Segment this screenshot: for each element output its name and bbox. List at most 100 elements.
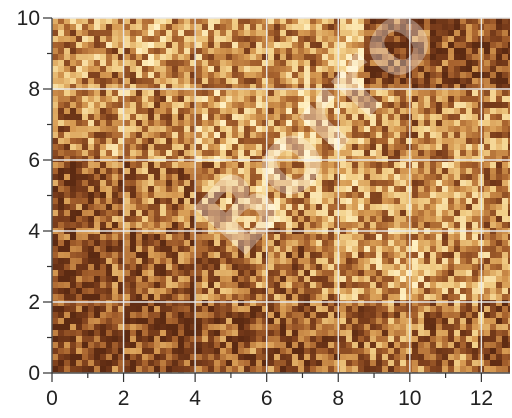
heatmap-cell — [412, 84, 418, 90]
heatmap-cell — [232, 72, 238, 78]
heatmap-cell — [436, 48, 442, 54]
heatmap-cell — [262, 156, 268, 162]
heatmap-cell — [472, 324, 478, 330]
heatmap-cell — [76, 66, 82, 72]
heatmap-cell — [412, 342, 418, 348]
heatmap-cell — [502, 348, 508, 354]
heatmap-cell — [352, 312, 358, 318]
heatmap-cell — [286, 120, 292, 126]
heatmap-cell — [244, 42, 250, 48]
heatmap-cell — [232, 42, 238, 48]
heatmap-cell — [394, 138, 400, 144]
heatmap-cell — [100, 36, 106, 42]
heatmap-cell — [364, 36, 370, 42]
heatmap-cell — [262, 300, 268, 306]
heatmap-cell — [238, 138, 244, 144]
heatmap-cell — [196, 204, 202, 210]
heatmap-cell — [370, 336, 376, 342]
heatmap-cell — [364, 198, 370, 204]
heatmap-cell — [262, 354, 268, 360]
heatmap-cell — [376, 84, 382, 90]
heatmap-cell — [364, 24, 370, 30]
heatmap-cell — [70, 60, 76, 66]
heatmap-cell — [166, 78, 172, 84]
heatmap-cell — [484, 270, 490, 276]
heatmap-cell — [280, 252, 286, 258]
heatmap-cell — [358, 216, 364, 222]
heatmap-cell — [394, 54, 400, 60]
heatmap-cell — [406, 348, 412, 354]
heatmap-cell — [484, 18, 490, 24]
heatmap-cell — [130, 144, 136, 150]
heatmap-cell — [70, 312, 76, 318]
heatmap-cell — [448, 78, 454, 84]
heatmap-cell — [232, 30, 238, 36]
heatmap-cell — [286, 84, 292, 90]
heatmap-cell — [76, 324, 82, 330]
heatmap-cell — [406, 282, 412, 288]
heatmap-cell — [214, 306, 220, 312]
heatmap-cell — [352, 318, 358, 324]
heatmap-cell — [370, 24, 376, 30]
heatmap-cell — [316, 204, 322, 210]
heatmap-cell — [202, 192, 208, 198]
heatmap-cell — [112, 174, 118, 180]
heatmap-cell — [472, 222, 478, 228]
heatmap-cell — [118, 264, 124, 270]
heatmap-cell — [136, 192, 142, 198]
heatmap-cell — [154, 114, 160, 120]
heatmap-cell — [160, 216, 166, 222]
heatmap-cell — [418, 108, 424, 114]
heatmap-cell — [250, 42, 256, 48]
heatmap-cell — [202, 90, 208, 96]
heatmap-cell — [256, 54, 262, 60]
heatmap-cell — [190, 252, 196, 258]
heatmap-cell — [220, 168, 226, 174]
heatmap-cell — [76, 336, 82, 342]
heatmap-cell — [292, 348, 298, 354]
heatmap-cell — [130, 30, 136, 36]
heatmap-cell — [118, 168, 124, 174]
heatmap-cell — [430, 66, 436, 72]
heatmap-cell — [196, 264, 202, 270]
heatmap-cell — [88, 210, 94, 216]
heatmap-cell — [358, 156, 364, 162]
heatmap-cell — [328, 150, 334, 156]
heatmap-cell — [490, 84, 496, 90]
heatmap-cell — [118, 174, 124, 180]
heatmap-cell — [256, 336, 262, 342]
heatmap-cell — [388, 288, 394, 294]
heatmap-cell — [280, 60, 286, 66]
heatmap-cell — [178, 288, 184, 294]
heatmap-cell — [424, 132, 430, 138]
heatmap-cell — [424, 198, 430, 204]
heatmap-cell — [112, 162, 118, 168]
heatmap-cell — [88, 108, 94, 114]
heatmap-cell — [88, 312, 94, 318]
heatmap-cell — [112, 102, 118, 108]
heatmap-cell — [484, 126, 490, 132]
heatmap-cell — [502, 162, 508, 168]
heatmap-cell — [304, 222, 310, 228]
heatmap-cell — [268, 18, 274, 24]
heatmap-cell — [148, 348, 154, 354]
heatmap-cell — [376, 240, 382, 246]
heatmap-cell — [364, 144, 370, 150]
heatmap-cell — [406, 342, 412, 348]
heatmap-cell — [208, 270, 214, 276]
heatmap-cell — [94, 204, 100, 210]
heatmap-cell — [328, 276, 334, 282]
heatmap-cell — [58, 342, 64, 348]
heatmap-cell — [184, 174, 190, 180]
heatmap-cell — [508, 246, 510, 252]
heatmap-cell — [460, 66, 466, 72]
heatmap-cell — [250, 120, 256, 126]
heatmap-cell — [454, 204, 460, 210]
heatmap-cell — [490, 306, 496, 312]
heatmap-cell — [154, 318, 160, 324]
heatmap-cell — [130, 366, 136, 372]
heatmap-cell — [106, 330, 112, 336]
heatmap-cell — [370, 144, 376, 150]
heatmap-cell — [70, 360, 76, 366]
heatmap-cell — [352, 72, 358, 78]
